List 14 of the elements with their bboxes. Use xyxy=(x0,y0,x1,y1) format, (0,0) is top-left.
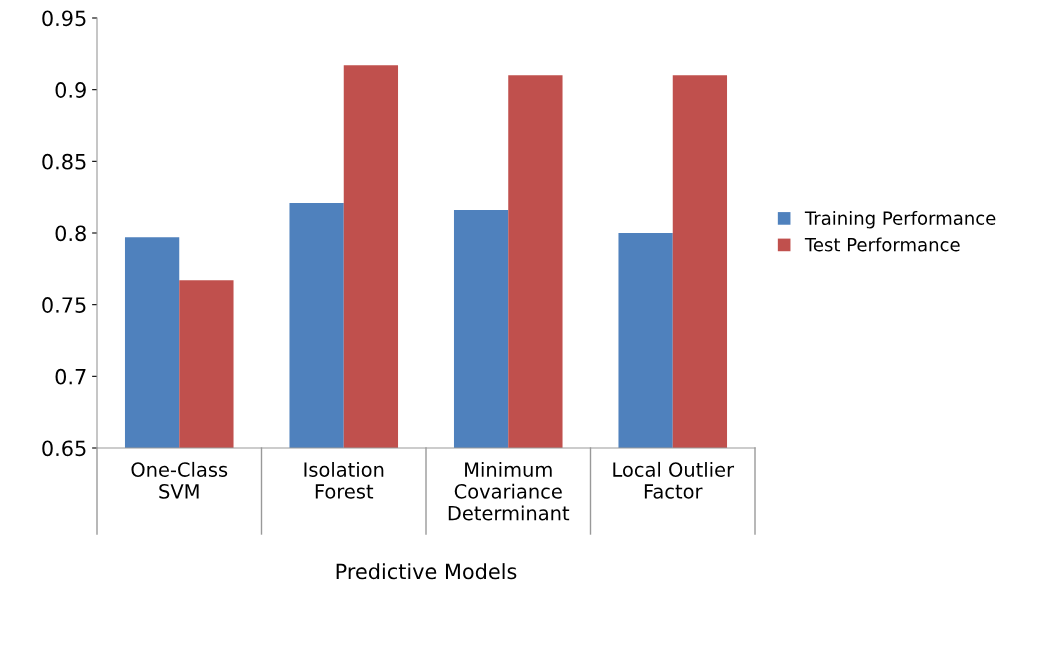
y-tick-label: 0.95 xyxy=(42,10,86,27)
y-tick-label: 0.8 xyxy=(55,225,86,242)
y-tick-label: 0.7 xyxy=(55,368,86,385)
y-tick-label: 0.9 xyxy=(55,82,86,98)
x-tick-label: Isolation Forest xyxy=(304,461,384,499)
legend-label: Training Performance xyxy=(804,211,996,229)
y-tick-label: 0.65 xyxy=(42,440,86,457)
x-tick-label: Minimum Covariance Determinant xyxy=(448,461,570,521)
x-tick-label: Local Outlier Factor xyxy=(613,461,735,499)
legend-label: Test Performance xyxy=(804,237,960,252)
x-axis-title: Predictive Models xyxy=(336,563,517,580)
y-tick-label: 0.75 xyxy=(42,297,86,313)
x-tick-label: One-Class SVM xyxy=(131,461,228,499)
y-tick-label: 0.85 xyxy=(42,153,86,170)
